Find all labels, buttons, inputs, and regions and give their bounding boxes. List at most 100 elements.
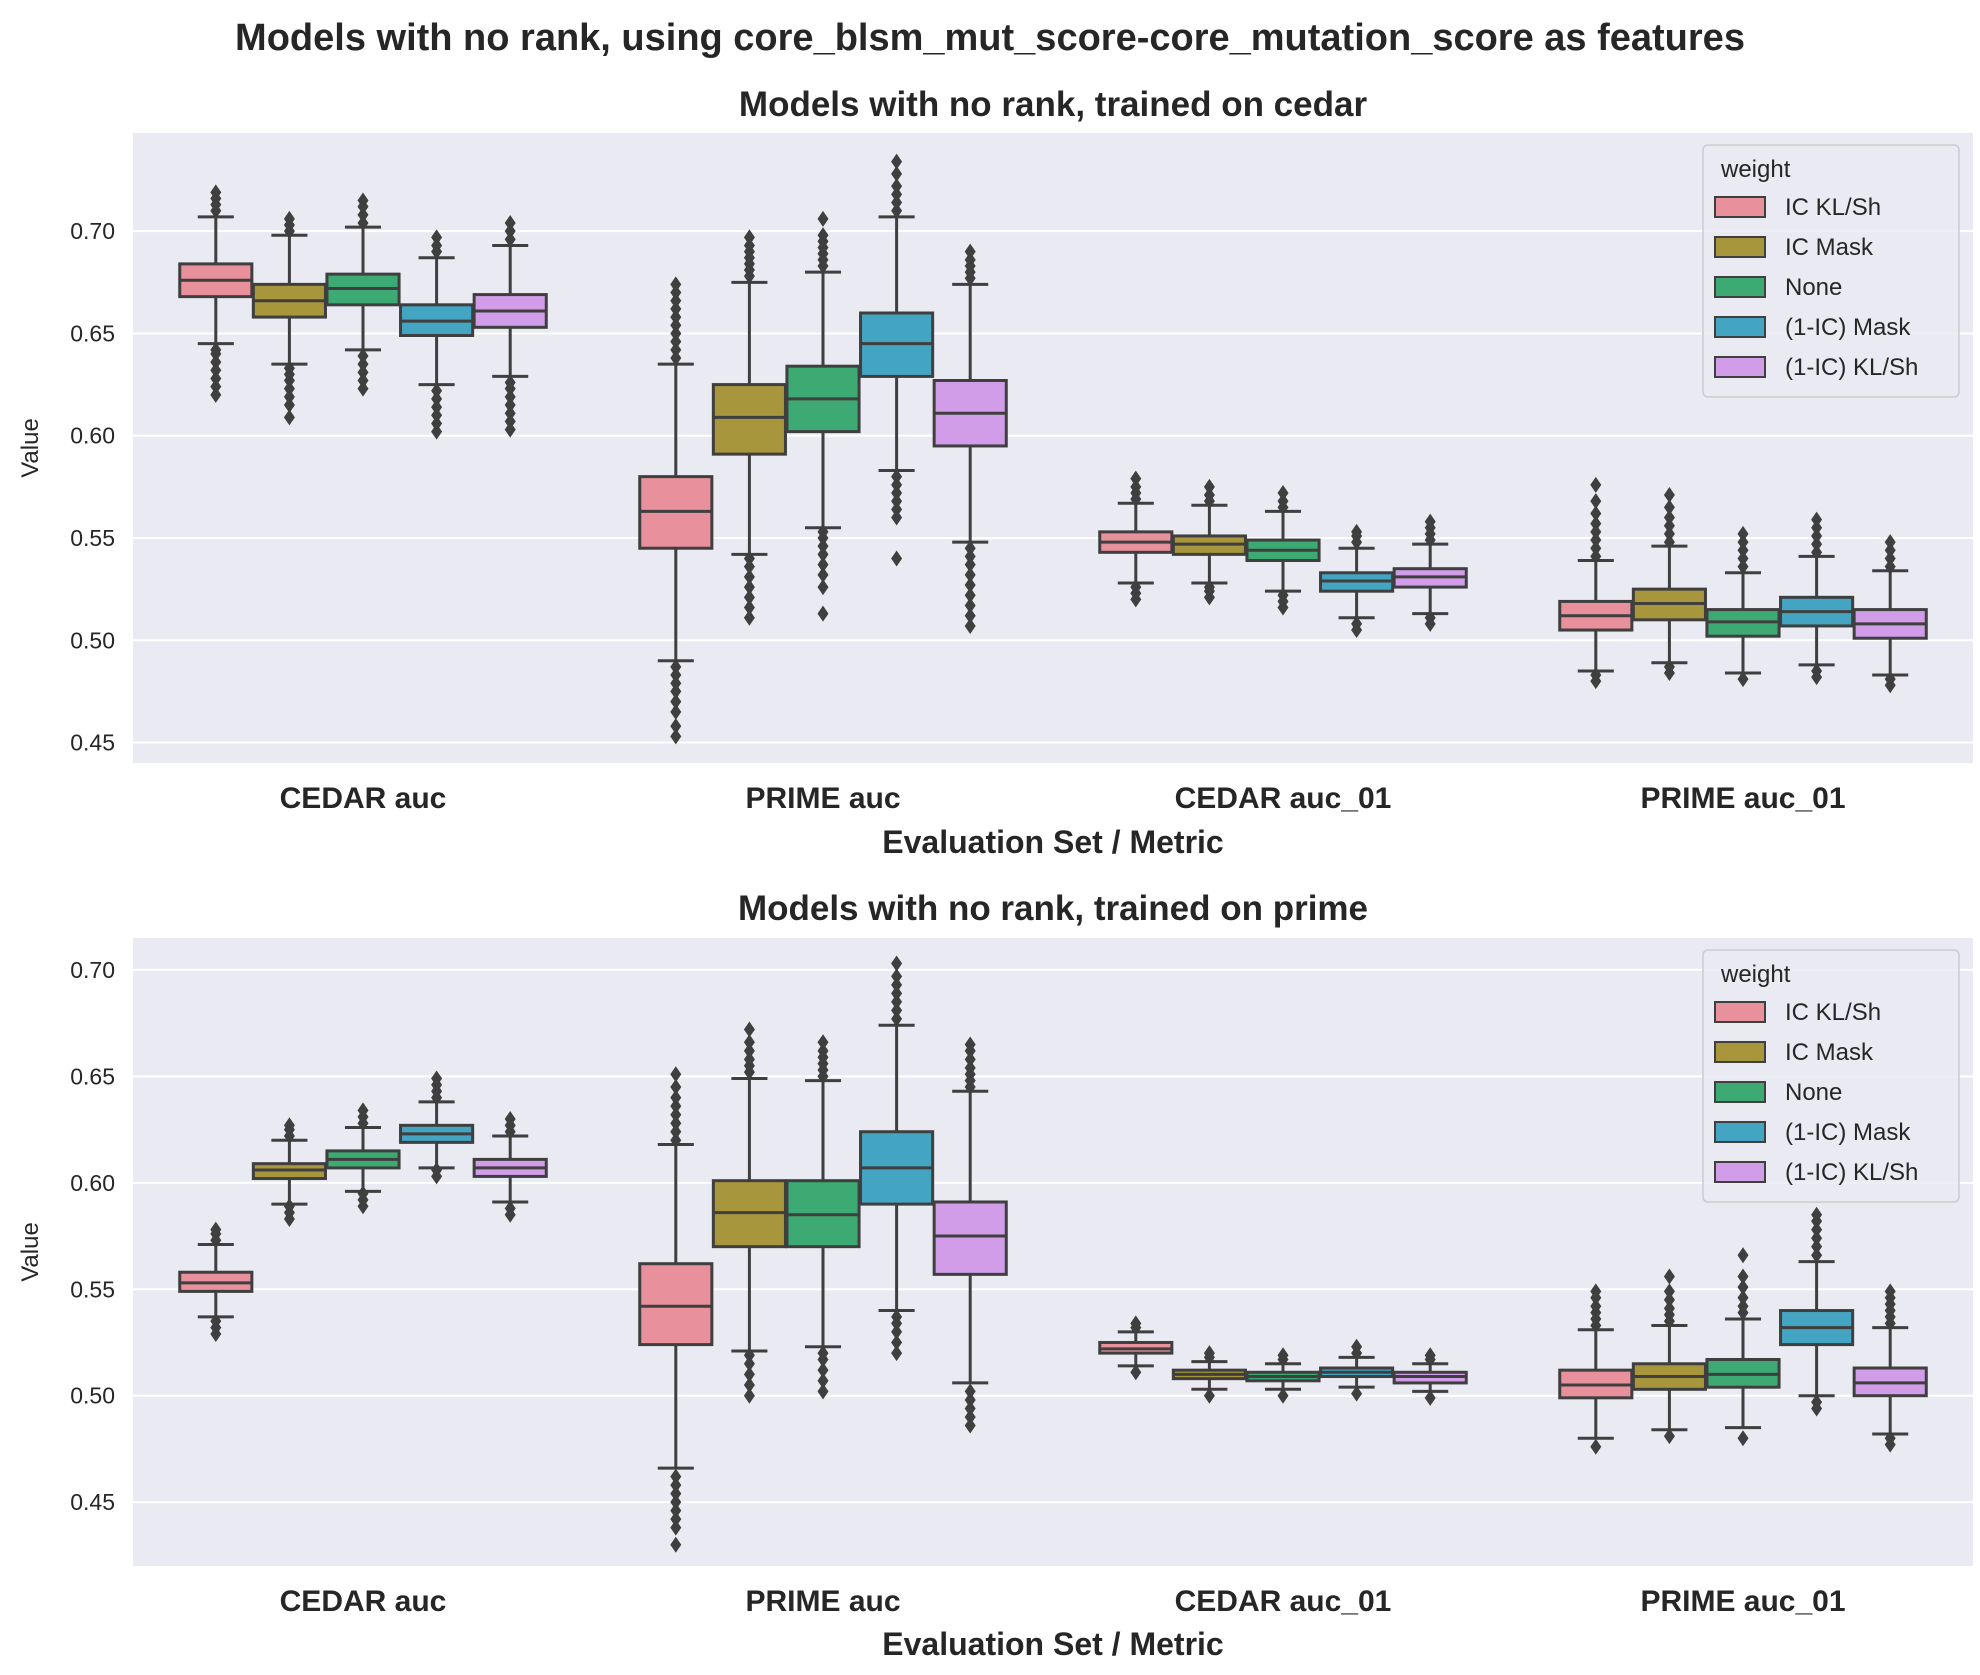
flier <box>964 587 976 604</box>
y-tick-label: 0.70 <box>70 218 115 244</box>
flier <box>283 210 295 227</box>
flier <box>670 317 682 334</box>
flier <box>670 1536 682 1553</box>
x-axis-label-top: Evaluation Set / Metric <box>882 824 1223 860</box>
flier <box>964 556 976 573</box>
legend-swatch <box>1714 236 1766 258</box>
box-1-ic-mask <box>859 955 935 1362</box>
flier <box>817 227 829 244</box>
flier <box>210 378 222 395</box>
legend-top: weight IC KL/Sh IC Mask None (1-IC) Mask (1-I… <box>1702 144 1960 398</box>
flier <box>1811 544 1823 561</box>
legend-label: IC Mask <box>1785 1039 1874 1066</box>
flier <box>743 609 755 626</box>
flier <box>743 1387 755 1404</box>
y-tick-labels-top: 0.45 0.50 0.55 0.60 0.65 0.70 <box>70 218 115 755</box>
flier <box>504 231 516 248</box>
boxes-bottom <box>178 955 1928 1553</box>
legend-swatch <box>1714 356 1766 378</box>
flier <box>1590 548 1602 565</box>
flier <box>1737 1430 1749 1447</box>
x-tick-label: CEDAR auc <box>280 1585 447 1618</box>
box-1-ic-mask <box>859 153 935 567</box>
flier <box>891 955 903 972</box>
suptitle: Models with no rank, using core_blsm_mut… <box>235 17 1745 59</box>
y-tick-label: 0.50 <box>70 1383 115 1409</box>
flier <box>1277 1387 1289 1404</box>
flier <box>817 1345 829 1362</box>
flier <box>670 1132 682 1149</box>
flier <box>964 1400 976 1417</box>
flier <box>210 354 222 371</box>
legend-frame <box>1702 949 1960 1203</box>
legend-label: None <box>1785 274 1842 301</box>
flier <box>1884 534 1896 551</box>
flier <box>1590 1438 1602 1455</box>
box-1-ic-mask <box>399 1070 475 1185</box>
flier <box>283 397 295 414</box>
y-tick-label: 0.65 <box>70 1063 115 1089</box>
box-1-ic-kl-sh <box>472 1110 548 1223</box>
flier <box>1663 1300 1675 1317</box>
flier <box>431 390 443 407</box>
flier <box>283 388 295 405</box>
flier <box>1811 536 1823 553</box>
flier <box>670 683 682 700</box>
flier <box>1663 517 1675 534</box>
flier <box>504 1200 516 1217</box>
x-tick-label: PRIME auc <box>745 782 900 815</box>
flier <box>1424 1389 1436 1406</box>
flier <box>357 380 369 397</box>
flier <box>210 341 222 358</box>
flier <box>891 993 903 1010</box>
legend-label: (1-IC) Mask <box>1785 1119 1911 1146</box>
flier <box>670 1123 682 1140</box>
flier <box>817 1034 829 1051</box>
flier <box>357 356 369 373</box>
flier <box>283 409 295 426</box>
flier <box>1130 1315 1142 1332</box>
flier <box>1590 1283 1602 1300</box>
flier <box>670 1468 682 1485</box>
flier <box>1203 1345 1215 1362</box>
flier <box>670 284 682 301</box>
flier <box>964 1391 976 1408</box>
box-ic-mask <box>1631 487 1707 681</box>
flier <box>670 1519 682 1536</box>
flier <box>964 577 976 594</box>
flier <box>817 523 829 540</box>
flier <box>210 386 222 403</box>
box-1-ic-kl-sh <box>932 243 1008 634</box>
legend-swatch <box>1714 1121 1766 1143</box>
flier <box>1590 493 1602 510</box>
flier <box>210 1313 222 1330</box>
x-tick-label: PRIME auc_01 <box>1640 1585 1845 1618</box>
flier <box>891 509 903 526</box>
flier <box>357 1185 369 1202</box>
flier <box>817 556 829 573</box>
flier <box>817 566 829 583</box>
flier <box>1130 579 1142 596</box>
flier <box>670 1098 682 1115</box>
flier <box>964 540 976 557</box>
flier <box>1590 505 1602 522</box>
flier <box>1424 513 1436 530</box>
flier <box>431 1162 443 1179</box>
flier <box>670 341 682 358</box>
flier <box>1737 542 1749 559</box>
flier <box>670 325 682 342</box>
flier <box>670 1485 682 1502</box>
flier <box>1663 658 1675 675</box>
flier <box>1203 1387 1215 1404</box>
x-tick-label: PRIME auc_01 <box>1640 782 1845 815</box>
flier <box>1811 1206 1823 1223</box>
flier <box>1663 499 1675 516</box>
flier <box>743 1051 755 1068</box>
flier <box>504 413 516 430</box>
flier <box>743 1347 755 1364</box>
flier <box>670 693 682 710</box>
flier <box>817 1383 829 1400</box>
flier <box>891 1323 903 1340</box>
box-ic-mask <box>1631 1268 1707 1445</box>
